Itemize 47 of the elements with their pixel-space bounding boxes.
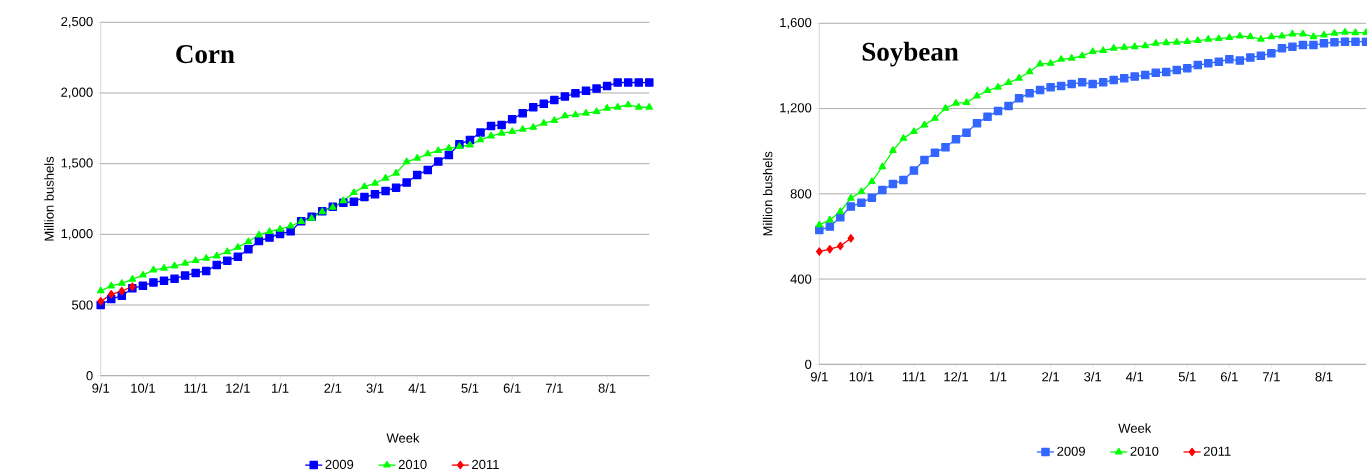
y-tick-label: 2,500 bbox=[61, 16, 93, 28]
legend-label: 2010 bbox=[398, 459, 427, 470]
x-tick-label: 6/1 bbox=[1220, 371, 1238, 382]
x-tick-label: 9/1 bbox=[810, 371, 828, 382]
x-tick-label: 12/1 bbox=[944, 371, 969, 382]
x-tick-label: 7/1 bbox=[1263, 371, 1280, 382]
y-tick-label: 1,200 bbox=[780, 103, 812, 114]
x-tick-label: 2/1 bbox=[324, 383, 342, 393]
text: Corn bbox=[176, 45, 235, 64]
x-axis-title: Week bbox=[386, 433, 420, 443]
y-tick-label: 1,500 bbox=[61, 158, 93, 170]
y-tick-label: 0 bbox=[805, 359, 812, 369]
x-tick-label: 3/1 bbox=[366, 383, 384, 393]
y-tick-label: 500 bbox=[72, 300, 93, 310]
x-tick-label: 8/1 bbox=[598, 383, 616, 393]
y-tick-label: 1,000 bbox=[61, 228, 93, 240]
x-tick-label: 8/1 bbox=[1315, 371, 1333, 382]
y-tick-label: 400 bbox=[790, 274, 812, 284]
y-tick-label: 0 bbox=[86, 371, 93, 381]
x-tick-label: 4/1 bbox=[408, 383, 426, 393]
y-axis-title: Million bushels bbox=[762, 151, 773, 236]
y-axis-title: Million bushels bbox=[44, 156, 54, 241]
x-tick-label: 7/1 bbox=[545, 383, 563, 393]
x-tick-label: 11/1 bbox=[184, 383, 208, 393]
x-tick-label: 6/1 bbox=[503, 383, 521, 393]
y-tick-label: 800 bbox=[790, 189, 812, 199]
x-tick-label: 9/1 bbox=[92, 383, 110, 393]
x-tick-label: 10/1 bbox=[849, 371, 874, 382]
y-tick-label: 1,600 bbox=[780, 17, 812, 29]
legend-label: 2009 bbox=[1057, 446, 1085, 456]
x-tick-label: 2/1 bbox=[1042, 371, 1060, 382]
y-tick-label: 2,000 bbox=[61, 87, 93, 99]
legend-label: 2009 bbox=[325, 459, 354, 470]
legend-label: 2011 bbox=[472, 459, 499, 470]
x-tick-label: 11/1 bbox=[902, 371, 926, 382]
x-tick-label: 1/1 bbox=[989, 371, 1007, 382]
x-tick-label: 4/1 bbox=[1125, 371, 1144, 382]
x-tick-label: 12/1 bbox=[226, 383, 250, 393]
x-axis-title: Week bbox=[1118, 423, 1152, 433]
x-tick-label: 10/1 bbox=[131, 383, 155, 393]
text: Soybean bbox=[862, 41, 959, 67]
x-tick-label: 3/1 bbox=[1084, 371, 1102, 382]
legend-label: 2010 bbox=[1130, 446, 1159, 456]
legend-label: 2011 bbox=[1203, 446, 1231, 456]
x-tick-label: 5/1 bbox=[1178, 371, 1196, 382]
x-tick-label: 1/1 bbox=[272, 383, 289, 393]
x-tick-label: 5/1 bbox=[461, 383, 479, 393]
